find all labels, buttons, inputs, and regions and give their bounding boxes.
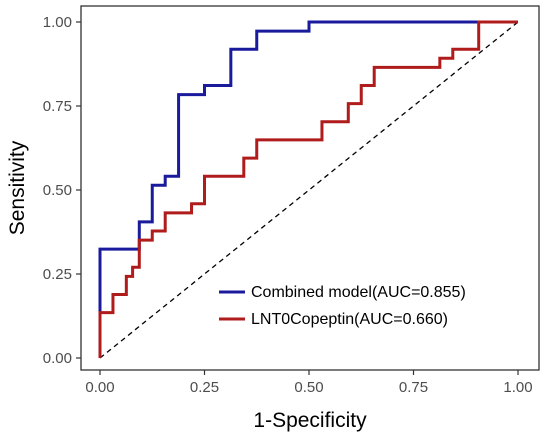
plot-panel xyxy=(80,5,540,371)
x-axis-title: 1-Specificity xyxy=(253,409,367,432)
y-tick-label: 0.00 xyxy=(43,350,72,367)
legend-label-combined-model: Combined model(AUC=0.855) xyxy=(251,284,466,301)
y-tick-label: 0.25 xyxy=(43,266,72,283)
x-tick-label: 0.00 xyxy=(85,379,114,396)
axes-layer: 0.00 0.25 0.50 0.75 1.00 0.00 0.25 0.50 0.75 1.00 xyxy=(43,14,533,396)
series-layer xyxy=(98,20,518,358)
y-axis-title: Sensitivity xyxy=(6,140,29,235)
y-tick-label: 1.00 xyxy=(43,14,72,31)
x-tick-label: 0.25 xyxy=(190,379,219,396)
legend-label-lnt0copeptin: LNT0Copeptin(AUC=0.660) xyxy=(251,311,448,328)
legend: Combined model(AUC=0.855) LNT0Copeptin(A… xyxy=(219,284,466,328)
x-tick-label: 1.00 xyxy=(503,379,532,396)
y-tick-label: 0.50 xyxy=(43,182,72,199)
y-tick-label: 0.75 xyxy=(43,98,72,115)
roc-curve-combined-model xyxy=(98,20,518,358)
roc-curve-lnt0copeptin xyxy=(98,20,518,358)
x-tick-label: 0.50 xyxy=(294,379,323,396)
x-tick-label: 0.75 xyxy=(399,379,428,396)
